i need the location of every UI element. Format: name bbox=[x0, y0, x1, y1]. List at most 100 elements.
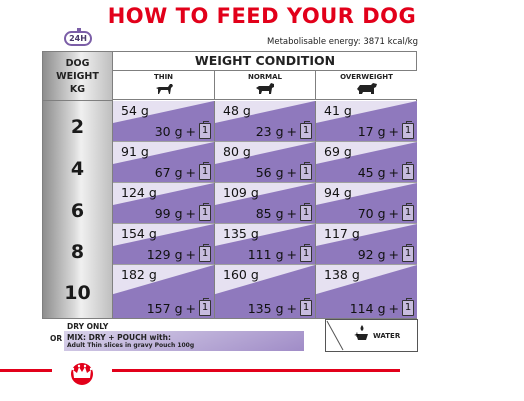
water-bowl-icon: + bbox=[326, 320, 368, 351]
metabolisable-energy: Metabolisable energy: 3871 kcal/kg bbox=[267, 37, 418, 47]
plus-sign: + bbox=[388, 205, 399, 221]
feeding-cell: 154 g 129 g +1 bbox=[113, 224, 215, 265]
plus-sign: + bbox=[185, 164, 196, 180]
dog-weight-header: DOG WEIGHT KG bbox=[43, 52, 112, 101]
pouch-icon: 1 bbox=[199, 203, 211, 221]
pouch-icon: 1 bbox=[300, 298, 312, 316]
dry-amount: 117 g bbox=[324, 226, 360, 241]
dog-header-line-2: WEIGHT bbox=[56, 70, 99, 82]
cell-background bbox=[113, 265, 214, 318]
pouch-count: 1 bbox=[201, 207, 209, 218]
feeding-cell: 69 g 45 g +1 bbox=[316, 142, 417, 183]
column-header-label: OVERWEIGHT bbox=[340, 73, 393, 81]
crown-icon bbox=[71, 363, 93, 385]
pouch-icon: 1 bbox=[402, 162, 414, 180]
legend: DRY ONLY OR MIX: DRY + POUCH with: Adult… bbox=[42, 319, 418, 352]
pouch-icon: 1 bbox=[300, 203, 312, 221]
mix-amount: 30 g bbox=[154, 123, 183, 139]
legend-mix-subtitle: Adult Thin slices in gravy Pouch 100g bbox=[67, 342, 195, 349]
pouch-icon: 1 bbox=[402, 121, 414, 139]
pouch-icon: 1 bbox=[300, 244, 312, 262]
mix-amount-group: 135 g +1 bbox=[248, 298, 312, 316]
pouch-count: 1 bbox=[404, 207, 412, 218]
pouch-icon: 1 bbox=[199, 162, 211, 180]
normal-dog-icon bbox=[256, 83, 274, 94]
pouch-icon: 1 bbox=[199, 244, 211, 262]
mix-amount-group: 23 g +1 bbox=[255, 121, 312, 139]
water-label: WATER bbox=[373, 332, 401, 340]
pouch-icon: 1 bbox=[402, 298, 414, 316]
kg-value: 4 bbox=[70, 158, 85, 180]
mix-amount: 92 g bbox=[357, 246, 386, 262]
feeding-cell: 138 g 114 g +1 bbox=[316, 265, 417, 318]
mix-amount-group: 114 g +1 bbox=[350, 298, 414, 316]
pouch-count: 1 bbox=[302, 302, 310, 313]
pouch-count: 1 bbox=[404, 248, 412, 259]
mix-amount: 70 g bbox=[357, 205, 386, 221]
mix-amount-group: 157 g +1 bbox=[146, 298, 211, 316]
feeding-cell: 117 g 92 g +1 bbox=[316, 224, 417, 265]
feeding-cell: 182 g 157 g +1 bbox=[113, 265, 215, 318]
kg-value: 8 bbox=[70, 241, 85, 263]
plus-sign: + bbox=[388, 164, 399, 180]
pouch-icon: 1 bbox=[402, 203, 414, 221]
24h-badge-icon: 24H bbox=[64, 28, 92, 46]
dry-amount: 54 g bbox=[121, 103, 149, 118]
mix-amount: 23 g bbox=[255, 123, 284, 139]
mix-amount-group: 111 g +1 bbox=[248, 244, 312, 262]
pouch-count: 1 bbox=[201, 302, 209, 313]
plus-sign: + bbox=[388, 123, 399, 139]
mix-amount-group: 17 g +1 bbox=[358, 121, 414, 139]
footer-red-line bbox=[0, 369, 400, 372]
pouch-count: 1 bbox=[404, 125, 412, 136]
plus-sign: + bbox=[388, 246, 399, 262]
mix-amount: 85 g bbox=[255, 205, 284, 221]
mix-amount: 157 g bbox=[146, 300, 183, 316]
cell-background bbox=[316, 142, 417, 182]
legend-or: OR bbox=[50, 334, 63, 343]
legend-mix-box: MIX: DRY + POUCH with: Adult Thin slices… bbox=[64, 331, 304, 351]
cell-background bbox=[316, 224, 417, 264]
cell-background bbox=[215, 183, 315, 223]
pouch-count: 1 bbox=[404, 166, 412, 177]
pouch-count: 1 bbox=[404, 302, 412, 313]
feeding-table: DOG WEIGHT KG 2 4 6 8 10 WEIGHT CONDITIO… bbox=[42, 51, 417, 319]
cell-background bbox=[113, 142, 214, 182]
pouch-icon: 1 bbox=[300, 162, 312, 180]
cell-background bbox=[113, 183, 214, 223]
dry-amount: 41 g bbox=[324, 103, 352, 118]
cell-background bbox=[215, 265, 315, 318]
cell-background bbox=[215, 224, 315, 264]
feeding-cell: 48 g 23 g +1 bbox=[215, 101, 316, 142]
svg-text:+: + bbox=[354, 331, 360, 339]
kg-value: 2 bbox=[70, 116, 85, 138]
pouch-icon: 1 bbox=[402, 244, 414, 262]
column-header-overweight: OVERWEIGHT bbox=[316, 71, 417, 100]
mix-amount-group: 30 g +1 bbox=[154, 121, 211, 139]
mix-amount: 67 g bbox=[154, 164, 183, 180]
pouch-count: 1 bbox=[302, 166, 310, 177]
plus-sign: + bbox=[286, 300, 297, 316]
feeding-cell: 41 g 17 g +1 bbox=[316, 101, 417, 142]
dog-header-line-1: DOG bbox=[65, 57, 90, 69]
mix-amount-group: 67 g +1 bbox=[154, 162, 211, 180]
plus-sign: + bbox=[185, 205, 196, 221]
column-header-label: NORMAL bbox=[247, 73, 283, 81]
cell-background bbox=[316, 183, 417, 223]
legend-dry-only: DRY ONLY bbox=[67, 322, 109, 331]
mix-amount-group: 56 g +1 bbox=[256, 162, 312, 180]
dog-weight-column: DOG WEIGHT KG 2 4 6 8 10 bbox=[43, 52, 113, 318]
pouch-count: 1 bbox=[302, 248, 310, 259]
dry-amount: 154 g bbox=[121, 226, 157, 241]
plus-sign: + bbox=[286, 205, 297, 221]
dry-amount: 109 g bbox=[223, 185, 259, 200]
column-header-label: THIN bbox=[153, 73, 174, 81]
dry-amount: 135 g bbox=[223, 226, 259, 241]
plus-sign: + bbox=[185, 246, 196, 262]
thin-dog-icon bbox=[155, 84, 173, 94]
weight-condition-header: WEIGHT CONDITION bbox=[113, 52, 417, 71]
mix-amount-group: 45 g +1 bbox=[358, 162, 414, 180]
dry-amount: 94 g bbox=[324, 185, 352, 200]
mix-amount-group: 70 g +1 bbox=[357, 203, 414, 221]
feeding-cell: 135 g 111 g +1 bbox=[215, 224, 316, 265]
